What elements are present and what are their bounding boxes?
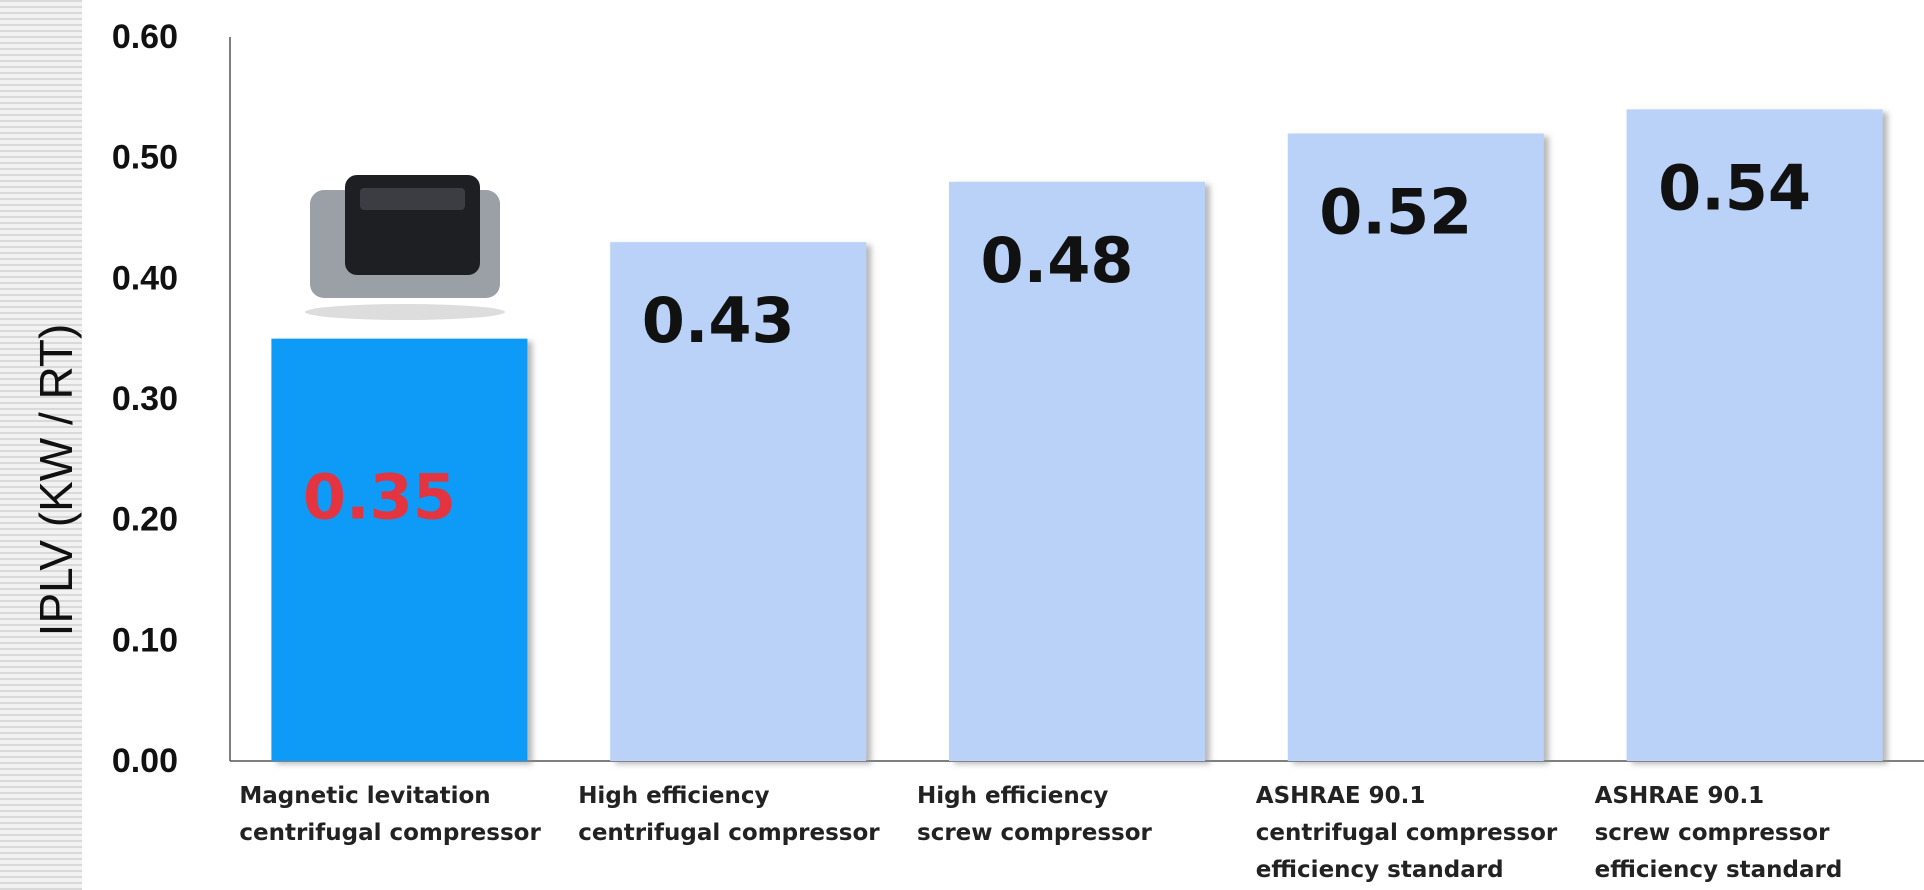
value-label: 0.43 [642, 284, 795, 357]
bar [1626, 109, 1883, 761]
y-tick-label: 0.40 [112, 259, 178, 297]
y-tick-label: 0.10 [112, 621, 178, 659]
bar [271, 338, 528, 761]
value-label: 0.54 [1658, 151, 1811, 224]
x-tick-label: High efficiency screw compressor [917, 783, 1152, 846]
bar [949, 181, 1205, 762]
y-tick-label: 0.50 [112, 139, 178, 177]
x-tick-label: Magnetic levitation centrifugal compress… [239, 783, 541, 846]
bar [610, 242, 867, 762]
y-tick-label: 0.00 [112, 742, 178, 780]
bar [1287, 133, 1544, 762]
y-tick-label: 0.30 [112, 380, 178, 418]
side-strip [0, 0, 82, 890]
value-label: 0.48 [981, 224, 1134, 297]
y-axis-title: IPLV (KW / RT) [30, 324, 82, 637]
y-tick-label: 0.20 [112, 501, 178, 539]
x-tick-label: High efficiency centrifugal compressor [578, 783, 880, 846]
y-tick-label: 0.60 [112, 18, 178, 56]
x-tick-label: ASHRAE 90.1 centrifugal compressor effic… [1255, 783, 1558, 883]
x-tick-label: ASHRAE 90.1 screw compressor efficiency … [1594, 783, 1843, 883]
compressor-icon [305, 175, 505, 320]
value-label: 0.52 [1319, 176, 1472, 249]
value-label: 0.35 [303, 461, 456, 534]
